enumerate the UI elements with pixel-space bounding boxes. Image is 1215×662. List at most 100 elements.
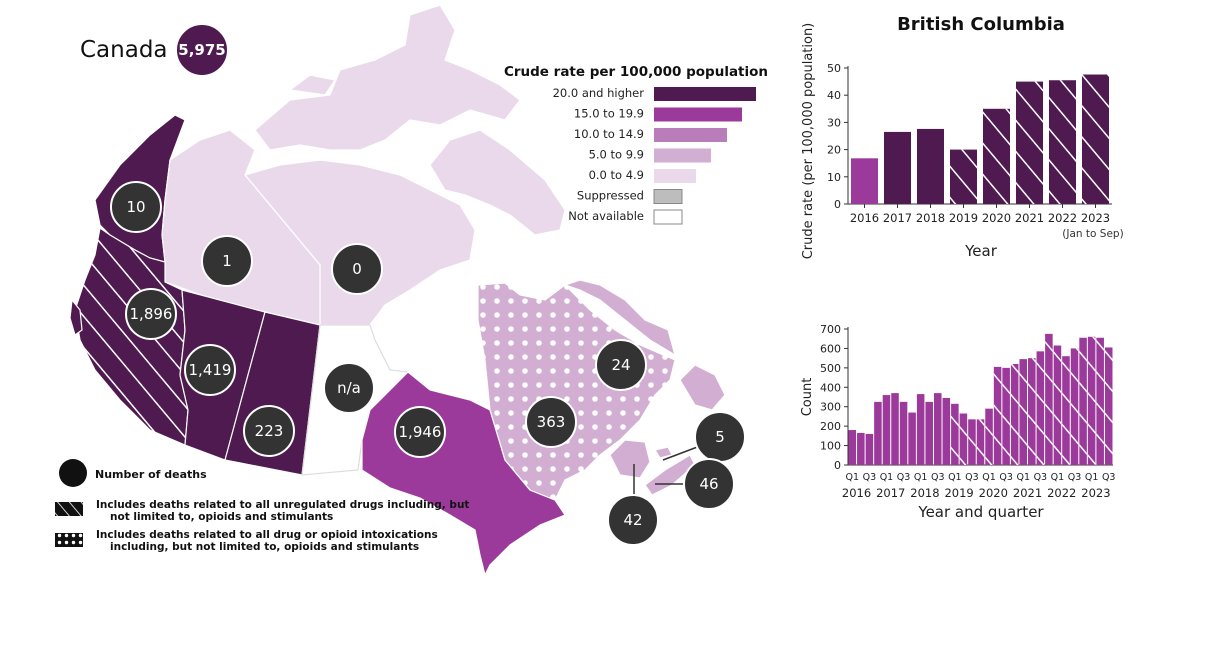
bubble-legend-label: Number of deaths <box>95 468 207 481</box>
bubble-quebec-circle <box>525 396 577 448</box>
chart2-quarter-label: Q1 <box>880 472 894 483</box>
chart2-year-label: 2022 <box>1047 486 1076 500</box>
region-newfoundland-labrador[interactable] <box>563 279 676 357</box>
chart2-quarter-label: Q1 <box>1051 472 1065 483</box>
bubble-ns-value: 46 <box>699 475 718 493</box>
chart1-x-tick-label: 2020 <box>982 211 1011 225</box>
legend-swatch <box>653 189 683 204</box>
chart2-quarter-label: Q1 <box>948 472 962 483</box>
chart2-y-tick-label: 0 <box>834 459 841 472</box>
hatch-legend-line2: not limited to, opioids and stimulants <box>110 511 333 523</box>
chart1-bar-hatch <box>983 108 1010 204</box>
chart2-year-label: 2023 <box>1081 486 1110 500</box>
chart2-quarter-label: Q3 <box>863 472 877 483</box>
chart2-bar-hatch <box>1079 337 1087 465</box>
bubble-nunavut-circle <box>331 243 383 295</box>
chart2-y-tick-label: 700 <box>820 323 841 336</box>
chart2-bar <box>899 401 908 465</box>
bubble-bc-value: 1,896 <box>130 305 173 323</box>
bubble-ontario-value: 1,946 <box>399 423 442 441</box>
chart1-bar-2018 <box>917 128 944 204</box>
arctic-island-west <box>288 74 336 96</box>
bubble-alberta-circle <box>184 344 236 396</box>
chart2-bar <box>848 430 857 465</box>
map-legend-title: Crude rate per 100,000 population <box>504 64 768 80</box>
chart1-bar-hatch <box>1082 74 1109 204</box>
chart2-bar <box>882 395 891 465</box>
chart2-bar-hatch <box>1070 348 1079 465</box>
chart1-bar-2016 <box>851 158 878 204</box>
chart1-x-tick-label: 2021 <box>1015 211 1044 225</box>
bubble-ontario-circle <box>394 406 446 458</box>
legend-label: Not available <box>568 209 644 223</box>
chart2-bar-hatch <box>985 408 993 465</box>
chart2-bar <box>908 412 916 465</box>
bubble-nl-value: 24 <box>611 356 630 374</box>
chart2-year-label: 2018 <box>910 486 939 500</box>
chart2-bar-hatch <box>1028 358 1036 465</box>
map-notes: Number of deaths Includes deaths related… <box>55 459 469 553</box>
chart2-y-tick-label: 200 <box>820 420 841 433</box>
bubble-nb-value: 42 <box>623 511 642 529</box>
chart2-year-label: 2019 <box>944 486 973 500</box>
chart2-bar-hatch <box>951 403 959 465</box>
chart1-y-tick-label: 40 <box>827 89 841 102</box>
chart1-title: British Columbia <box>897 14 1065 35</box>
chart2-bar <box>874 401 882 465</box>
chart2-bar-hatch <box>1096 337 1104 465</box>
legend-swatch <box>653 209 683 225</box>
chart2-bar-hatch <box>1010 363 1019 465</box>
vancouver-island <box>69 298 83 336</box>
chart2-quarter-label: Q1 <box>914 472 928 483</box>
bubble-saskatchewan-value: 223 <box>255 422 284 440</box>
bubble-alberta: 1,419 <box>184 344 236 396</box>
chart2-y-tick-label: 500 <box>820 362 841 375</box>
bubble-nwt-circle <box>201 235 253 287</box>
region-pei[interactable] <box>654 446 673 459</box>
maritime-leaders <box>633 445 701 497</box>
chart1-y-tick-label: 30 <box>827 116 841 129</box>
chart1-x-tick-label: 2016 <box>850 211 879 225</box>
bubble-quebec: 363 <box>525 396 577 448</box>
chart2-bar-hatch <box>1002 367 1010 465</box>
legend-label: 0.0 to 4.9 <box>589 168 644 182</box>
chart2-y-tick-label: 100 <box>820 440 841 453</box>
bubble-saskatchewan-circle <box>243 405 295 457</box>
chart2-bar <box>942 397 951 465</box>
legend-label: 5.0 to 9.9 <box>589 148 644 162</box>
chart2-bar-hatch <box>1062 356 1070 465</box>
region-new-brunswick[interactable] <box>609 439 651 479</box>
bubble-saskatchewan: 223 <box>243 405 295 457</box>
chart2-bar-hatch <box>1104 347 1113 465</box>
bc-quarterly-chart: Count Year and quarter 0 100 200 300 400 500 6… <box>800 323 1115 521</box>
chart1-x-tick-label: 2019 <box>949 211 978 225</box>
bubble-yukon-circle <box>110 181 162 233</box>
bubble-nwt-value: 1 <box>222 252 232 270</box>
chart2-bar <box>865 433 874 465</box>
chart1-bar-2017 <box>884 131 911 204</box>
chart2-quarter-label: Q1 <box>982 472 996 483</box>
chart2-year-label: 2020 <box>979 486 1008 500</box>
chart1-x-tick-label: 2018 <box>916 211 945 225</box>
chart1-bar-hatch <box>1016 81 1043 204</box>
legend-swatch <box>654 87 756 101</box>
legend-swatch <box>654 128 727 142</box>
bubble-yukon-value: 10 <box>126 198 145 216</box>
country-total-bubble: 5,975 <box>175 23 229 77</box>
region-british-columbia-hatch <box>75 228 188 445</box>
legend-label: 15.0 to 19.9 <box>574 107 644 121</box>
country-total-value: 5,975 <box>178 41 225 59</box>
chart2-bar-hatch <box>1036 351 1045 465</box>
bubble-nunavut: 0 <box>331 243 383 295</box>
chart2-year-label: 2017 <box>876 486 905 500</box>
bubble-manitoba-circle <box>323 362 375 414</box>
chart2-x-axis-label: Year and quarter <box>917 503 1044 521</box>
chart2-bar <box>916 394 925 465</box>
bubble-nb: 42 <box>607 494 659 546</box>
dots-legend-line2: including, but not limited to, opioids a… <box>110 541 419 553</box>
newfoundland-island <box>679 364 726 411</box>
chart2-quarter-label: Q3 <box>1068 472 1082 483</box>
bubble-legend-icon <box>59 459 87 487</box>
